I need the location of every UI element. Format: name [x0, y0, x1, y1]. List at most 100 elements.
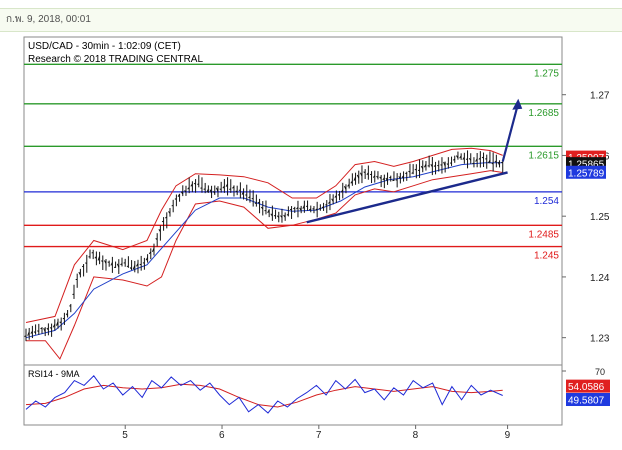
y-tick-label-1.27: 1.27 [590, 91, 610, 102]
chart-header: ก.พ. 9, 2018, 00:01 [0, 0, 622, 33]
price-bar-open [65, 313, 68, 316]
price-bar-open [190, 183, 193, 187]
price-bar-open [353, 176, 357, 181]
price-bar-open [248, 196, 251, 199]
price-panel-frame [23, 36, 563, 366]
rsi-ma-line [25, 383, 503, 408]
price-bar-open [293, 207, 295, 210]
price-bar-open [158, 229, 161, 232]
price-bar-open [276, 215, 280, 218]
x-tick-label-9: 9 [505, 430, 511, 441]
price-bar-open [219, 188, 222, 190]
price-bar-open [24, 335, 27, 337]
price-bar-open [283, 214, 286, 218]
price-bar-open [452, 158, 456, 161]
price-bar-open [85, 262, 87, 264]
price-bar-open [302, 205, 305, 209]
price-bar-open [232, 186, 235, 189]
forecast-arrow-head [512, 98, 523, 110]
price-bar-open [46, 327, 49, 331]
price-bar-open [360, 172, 363, 177]
price-bar-open [110, 262, 113, 266]
rsi-badge-0 [566, 379, 610, 393]
price-bar-open [321, 206, 324, 209]
price-bar-open [389, 176, 391, 179]
axis-layer: 1.271.261.251.241.231.259071.258651.2578… [122, 91, 610, 441]
price-bar-open [27, 331, 30, 336]
price-bar-open [363, 171, 366, 174]
price-bar-open [424, 164, 427, 168]
price-bar-open [94, 256, 97, 259]
support-trendline [306, 171, 508, 224]
price-bar-open [350, 180, 353, 184]
level-label-1.2615: 1.2615 [528, 150, 559, 161]
price-bar-open [152, 247, 155, 252]
rsi-y-tick-label-70: 70 [595, 367, 605, 377]
level-label-1.254: 1.254 [534, 196, 559, 207]
price-bar-open [401, 175, 404, 178]
price-bar-open [81, 265, 84, 268]
x-tick-label-6: 6 [219, 430, 225, 441]
price-bar-open [49, 327, 52, 329]
price-bar-open [462, 156, 465, 160]
rsi-title: RSI14 - 9MA [28, 369, 80, 379]
price-bar-open [168, 211, 171, 214]
y-tick-label-1.24: 1.24 [590, 273, 610, 284]
level-label-1.275: 1.275 [534, 68, 559, 79]
price-bar-open [299, 207, 302, 211]
price-bar-open [33, 331, 36, 334]
price-bar-open [222, 185, 225, 189]
x-tick-label-5: 5 [122, 430, 128, 441]
overlay-layer [306, 98, 523, 224]
price-bar-open [481, 156, 484, 159]
price-badge-label-2: 1.25789 [568, 168, 605, 179]
price-bar-open [443, 161, 446, 167]
price-bar-open [347, 183, 350, 187]
forecast-arrow-shaft [501, 106, 519, 162]
price-bar-open [56, 321, 59, 326]
price-bar-open [334, 195, 337, 198]
price-bar-open [78, 271, 81, 276]
price-bar-open [209, 189, 213, 194]
price-bar-open [43, 327, 46, 333]
price-bar-open [174, 198, 177, 200]
price-bar-open [280, 215, 283, 218]
price-bar-open [475, 158, 478, 162]
price-bar-open [212, 191, 216, 194]
price-bar-open [372, 175, 376, 178]
levels-layer: 1.275 1.2685 1.2615 1.254 1.2485 1.245 [24, 63, 562, 262]
price-bar-open [340, 189, 344, 193]
level-label-1.2485: 1.2485 [528, 229, 559, 240]
price-bar-open [478, 157, 481, 160]
price-bar-open [456, 155, 459, 159]
price-bar-open [385, 177, 389, 182]
price-bar-open [318, 207, 321, 210]
rsi-badge-label-1: 49.5807 [568, 396, 605, 407]
price-bar-open [120, 263, 123, 266]
price-bar-open [104, 260, 107, 264]
price-bar-open [52, 324, 56, 328]
price-bar-open [155, 238, 158, 240]
price-bar-open [414, 168, 417, 171]
price-bar-open [376, 175, 379, 179]
chart-subtitle: Research © 2018 TRADING CENTRAL [28, 54, 203, 65]
price-bar-open [379, 176, 382, 180]
price-bar-open [241, 191, 245, 195]
price-bar-open [315, 208, 318, 211]
price-bar-open [488, 159, 491, 164]
price-bar-open [206, 188, 209, 193]
bollinger-lower-band [26, 170, 503, 360]
price-bar-open [59, 321, 62, 324]
price-bar-open [494, 160, 497, 163]
price-badge-2 [566, 165, 606, 179]
price-bar-open [308, 208, 312, 211]
price-bar-open [116, 263, 120, 268]
price-bar-open [30, 330, 33, 334]
price-bar-open [356, 174, 360, 179]
price-bar-open [366, 172, 369, 176]
bollinger-upper-band [25, 147, 503, 323]
rsi-panel-frame [23, 364, 563, 426]
price-bar-open [398, 176, 401, 180]
price-bar-open [145, 257, 149, 261]
level-label-1.245: 1.245 [534, 251, 559, 262]
